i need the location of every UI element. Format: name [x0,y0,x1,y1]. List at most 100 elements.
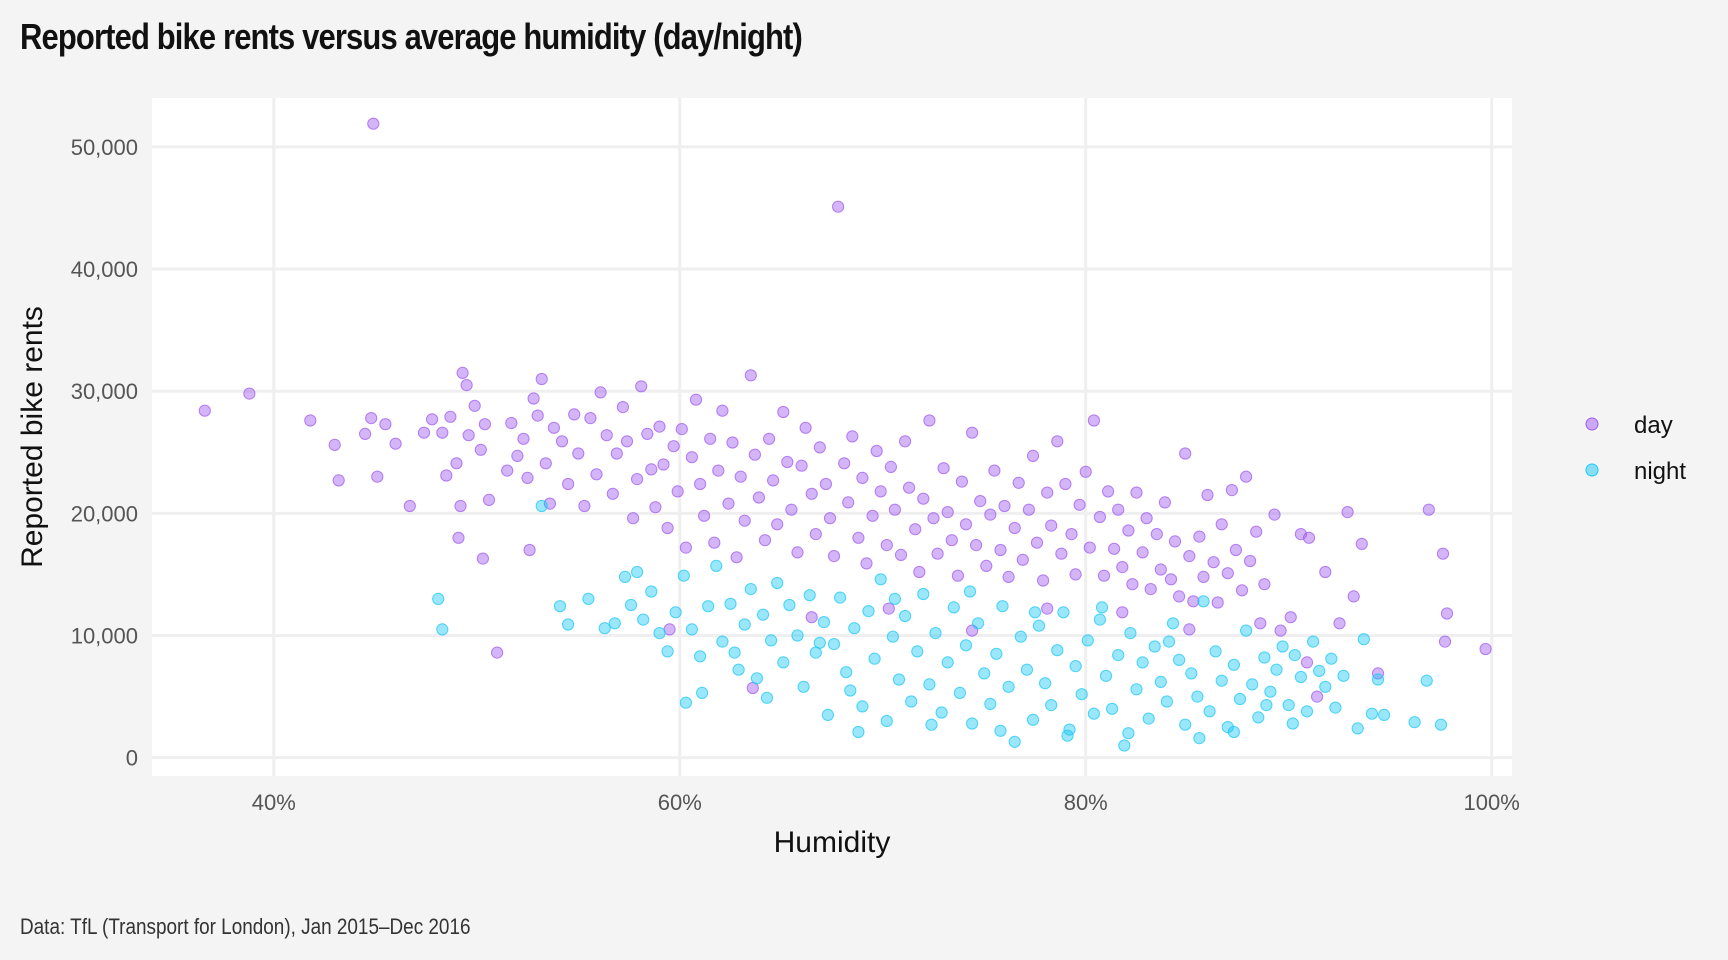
point-day [1108,542,1121,555]
point-day [1164,573,1178,586]
point-night [1193,732,1206,745]
point-day [888,503,902,516]
point-day [1183,550,1196,563]
point-day [635,380,648,393]
point-day [523,543,536,557]
point-day [758,534,772,547]
point-day [1059,477,1072,491]
point-day [452,531,465,544]
point-night [929,627,942,640]
point-day [730,551,743,564]
point-day [627,512,640,525]
point-night [661,645,674,658]
point-night [797,680,810,693]
point-day [1268,508,1281,521]
point-night [1069,660,1082,673]
point-day [832,200,845,213]
point-night [1020,663,1034,676]
point-day [763,432,776,445]
point-day [894,548,908,562]
point-day [547,421,561,434]
point-day [860,557,873,570]
point-night [1294,670,1308,684]
point-day [988,464,1001,477]
point-day [1207,556,1220,569]
point-day [645,463,658,476]
point-night [1371,673,1385,686]
point-night [694,650,707,663]
point-day [1087,414,1101,427]
point-day [1055,547,1068,560]
point-day [657,458,670,471]
point-night [1045,699,1058,712]
point-night [972,617,985,630]
point-day [842,496,855,509]
point-night [738,618,751,631]
point-day [1041,602,1054,615]
point-day [805,611,818,624]
point-night [669,606,682,619]
point-day [474,443,487,456]
point-day [491,646,504,659]
point-day [785,503,798,516]
x-axis-title: Humidity [774,826,891,859]
point-night [1112,649,1125,662]
point-night [645,585,658,598]
point-night [653,627,666,640]
point-day [1341,505,1354,519]
point-day [809,528,822,541]
point-night [1215,674,1228,687]
point-night [783,598,796,612]
point-night [436,623,449,636]
point-day [1097,569,1111,582]
point-night [728,646,741,659]
y-tick-label: 0 [126,746,138,771]
point-night [1008,735,1021,748]
point-day [874,485,887,498]
point-day [777,405,790,419]
point-night [848,622,861,635]
point-night [935,706,948,719]
point-day [462,429,475,442]
point-day [555,435,569,448]
point-night [618,570,632,584]
point-day [568,408,581,421]
point-day [1002,570,1015,584]
x-tick-label: 80% [1064,790,1108,815]
point-night [803,589,816,602]
point-day [562,477,575,491]
point-day [884,460,898,473]
point-night [696,686,709,700]
point-day [631,473,644,486]
point-day [805,487,818,500]
point-day [959,518,973,531]
point-day [799,421,812,434]
point-night [1246,678,1259,691]
point-day [748,448,762,461]
point-night [732,663,745,676]
x-axis-ticks: 40% 60% 80% 100% [252,790,1520,815]
point-day [1284,611,1297,624]
point-night [852,725,865,739]
point-day [1150,528,1163,541]
point-day [661,521,674,535]
point-day [1037,574,1050,587]
point-day [1136,546,1149,559]
point-day [827,550,841,563]
point-day [590,468,603,481]
point-day [899,435,912,448]
point-night [765,634,778,647]
point-night [966,717,979,730]
point-night [1124,627,1137,640]
point-night [959,639,973,652]
point-night [1099,669,1113,682]
point-day [328,438,341,451]
point-night [744,583,757,596]
point-day [791,546,804,559]
point-night [1039,677,1052,690]
point-day [649,501,662,514]
point-night [834,591,847,604]
point-day [909,523,922,536]
point-day [572,447,585,460]
point-night [608,617,621,630]
